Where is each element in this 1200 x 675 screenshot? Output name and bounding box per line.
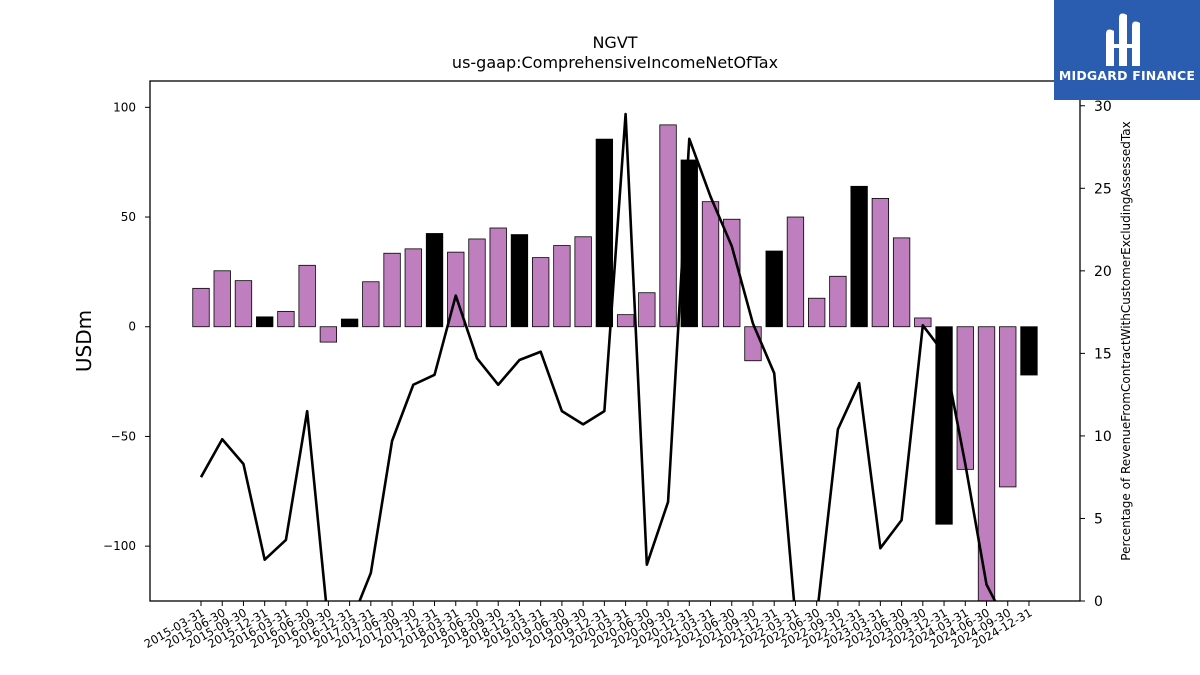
bar-2024-03-31 [956,326,974,470]
bar-series [192,124,1038,602]
bar-2016-03-31 [277,310,295,328]
bar-2022-06-30 [808,297,826,328]
midgard-logo-icon [1106,13,1140,66]
bar-2017-09-30 [404,248,422,328]
bar-2022-09-30 [829,275,847,328]
bar-2019-09-30 [574,236,592,328]
bar-2020-03-31 [616,314,635,328]
logo-text: MIDGARD FINANCE [1058,68,1196,83]
bar-2024-09-30 [999,326,1017,488]
bar-2023-03-31 [871,197,890,328]
bar-2016-06-30 [298,264,316,328]
bar-2015-03-31 [192,287,210,328]
y-tick-label: −100 [103,539,136,553]
bar-2017-12-31 [425,233,444,328]
bar-2019-03-31 [532,257,550,328]
chart-title: NGVT [592,33,637,52]
y2-axis-label: Percentage of RevenueFromContractWithCus… [1119,121,1133,560]
bar-2024-12-31 [1020,326,1038,376]
bar-2017-06-30 [383,252,401,328]
bar-2021-12-31 [765,250,783,328]
bar-2021-03-31 [701,201,720,328]
y2-tick-label: 0 [1094,594,1103,610]
bar-2024-06-30 [977,326,996,602]
y2-tick-label: 30 [1094,99,1112,115]
y-tick-label: −50 [111,429,136,443]
bar-2020-06-30 [638,292,656,328]
line-path [199,112,997,601]
line-series [199,112,997,601]
chart-subtitle: us-gaap:ComprehensiveIncomeNetOfTax [452,53,778,72]
bar-2019-12-31 [595,138,614,328]
y-tick-label: 50 [121,210,136,224]
y2-tick-label: 20 [1094,264,1112,280]
y-tick-label: 0 [128,320,136,334]
y-axis-left: 100 50 0 −50 −100 [103,100,150,553]
bar-2015-06-30 [213,270,231,328]
bar-2015-12-31 [256,316,274,328]
y-axis-label: USDm [72,310,96,372]
y2-tick-label: 5 [1094,511,1103,527]
bar-2016-09-30 [319,326,338,343]
bar-2017-03-31 [362,281,380,328]
bar-2019-06-30 [553,245,571,328]
bar-2022-12-31 [850,185,868,328]
y-axis-right: 0 5 10 15 20 25 30 [1080,99,1112,610]
bar-2021-09-30 [744,326,762,362]
brand-logo: MIDGARD FINANCE [1054,0,1200,100]
bar-2022-03-31 [786,216,805,328]
x-axis: 2015-03-312015-06-302015-09-302015-12-31… [142,601,1034,651]
y2-tick-label: 15 [1094,346,1112,362]
bar-2023-06-30 [892,237,911,328]
bar-2018-09-30 [489,227,507,328]
plot-frame [149,80,1081,602]
y2-tick-label: 10 [1094,429,1112,445]
bar-2016-12-31 [340,318,359,328]
y-tick-label: 100 [113,100,136,114]
bar-2015-09-30 [234,280,253,328]
bar-2018-12-31 [510,234,529,328]
y2-tick-label: 25 [1094,181,1112,197]
bar-2018-06-30 [468,238,486,328]
bar-2020-09-30 [659,124,677,328]
